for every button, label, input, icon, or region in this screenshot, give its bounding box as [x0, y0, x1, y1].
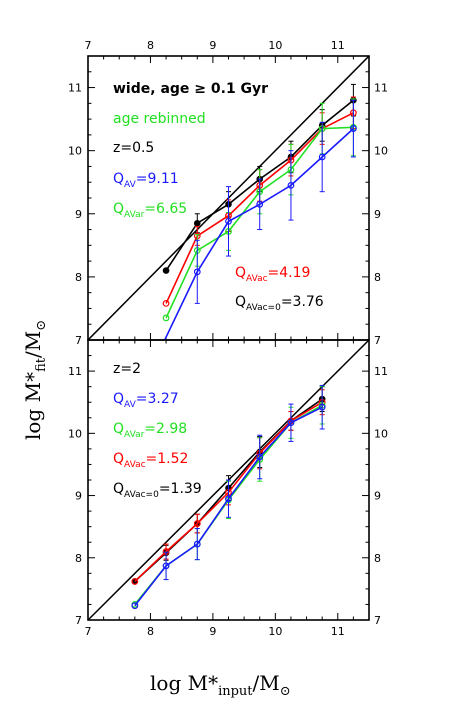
y-tick-label-right: 7 — [374, 334, 381, 347]
data-point-blue — [287, 419, 295, 427]
data-point-black — [162, 267, 170, 274]
data-point-blue — [225, 495, 232, 503]
y-tick-label-left: 9 — [75, 208, 82, 221]
x-axis-title: log M*input/M⊙ — [150, 671, 291, 699]
y-tick-label-left: 7 — [75, 614, 82, 627]
x-tick-label-bottom: 9 — [209, 625, 216, 638]
y-tick-label-left: 8 — [75, 271, 82, 284]
label-q-avac0-bottom: QAVac=0=1.39 — [113, 481, 202, 500]
x-tick-label-top: 9 — [209, 39, 216, 52]
data-point-green — [162, 314, 170, 322]
y-tick-label-left: 8 — [75, 552, 82, 565]
label-q-avar-bottom: QAVar=2.98 — [113, 421, 187, 440]
label-q-avar-top: QAVar=6.65 — [113, 201, 187, 220]
series-group — [159, 83, 357, 350]
y-tick-label-right: 7 — [374, 614, 381, 627]
data-point-blue — [159, 344, 165, 350]
label-q-av-top: QAV=9.11 — [113, 171, 179, 190]
y-tick-label-left: 11 — [68, 82, 82, 95]
label-q-avac-top: QAVac=4.19 — [235, 265, 310, 284]
y-tick-label-right: 9 — [374, 490, 381, 503]
panel-top: 7 8 9 10 11 7 7 8 8 9 9 10 10 11 11 — [68, 39, 388, 350]
data-point-red — [131, 578, 139, 585]
y-tick-label-right: 11 — [374, 82, 388, 95]
data-point-red — [193, 520, 201, 527]
label-wide-age: wide, age ≥ 0.1 Gyr — [113, 81, 268, 97]
y-tick-label-right: 8 — [374, 271, 381, 284]
x-tick-label-top: 8 — [147, 39, 154, 52]
label-q-av-bottom: QAV=3.27 — [113, 391, 179, 410]
x-tick-label-top: 10 — [268, 39, 282, 52]
data-point-blue — [193, 268, 201, 276]
series-group — [131, 384, 326, 610]
x-tick-label-bottom: 7 — [85, 625, 92, 638]
data-point-blue — [131, 602, 139, 610]
data-point-red — [162, 299, 170, 307]
y-tick-label-right: 9 — [374, 208, 381, 221]
y-tick-label-left: 9 — [75, 490, 82, 503]
data-point-blue — [318, 403, 326, 411]
data-point-blue — [318, 153, 326, 161]
x-tick-label-bottom: 11 — [331, 625, 345, 638]
data-point-blue — [287, 181, 295, 189]
label-redshift-bottom: z=2 — [113, 361, 141, 377]
label-q-avac0-top: QAVac=0=3.76 — [235, 294, 324, 313]
y-tick-label-right: 10 — [374, 145, 388, 158]
y-tick-label-right: 10 — [374, 427, 388, 440]
x-tick-label-top: 7 — [85, 39, 92, 52]
data-point-blue — [256, 453, 264, 461]
y-tick-label-left: 10 — [68, 427, 82, 440]
x-tick-label-bottom: 10 — [268, 625, 282, 638]
x-tick-label-bottom: 8 — [147, 625, 154, 638]
data-point-blue — [162, 562, 170, 570]
label-q-avac-bottom: QAVac=1.52 — [113, 451, 188, 470]
y-tick-label-right: 11 — [374, 365, 388, 378]
data-point-black — [193, 219, 201, 227]
y-axis-title: log M*fit/M⊙ — [21, 320, 49, 440]
y-tick-label-left: 7 — [75, 334, 82, 347]
label-age-rebinned: age rebinned — [113, 111, 206, 127]
data-point-blue — [256, 200, 264, 208]
y-tick-label-left: 10 — [68, 145, 82, 158]
y-tick-label-left: 11 — [68, 365, 82, 378]
data-point-blue — [225, 217, 232, 225]
y-tick-label-right: 8 — [374, 552, 381, 565]
data-point-blue — [193, 540, 201, 548]
label-redshift-top: z=0.5 — [113, 140, 154, 156]
x-tick-label-top: 11 — [331, 39, 345, 52]
data-point-blue — [349, 125, 357, 132]
